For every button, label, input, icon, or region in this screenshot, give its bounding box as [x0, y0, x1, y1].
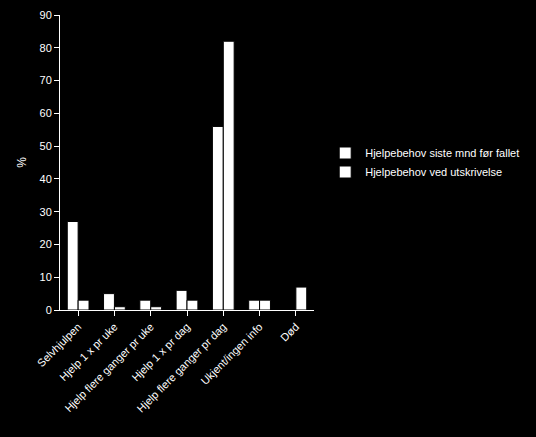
svg-text:50: 50 — [40, 140, 52, 152]
svg-text:%: % — [15, 157, 29, 168]
svg-text:60: 60 — [40, 107, 52, 119]
svg-text:80: 80 — [40, 42, 52, 54]
svg-text:Ukjent/ingen info: Ukjent/ingen info — [198, 321, 264, 387]
svg-text:Hjelp 1 x pr uke: Hjelp 1 x pr uke — [57, 321, 120, 384]
svg-text:10: 10 — [40, 271, 52, 283]
svg-text:Hjelp flere ganger pr dag: Hjelp flere ganger pr dag — [134, 321, 228, 415]
svg-text:Hjelp 1 x pr dag: Hjelp 1 x pr dag — [129, 321, 192, 384]
svg-text:20: 20 — [40, 238, 52, 250]
svg-text:Hjelpebehov ved utskrivelse: Hjelpebehov ved utskrivelse — [365, 166, 502, 178]
svg-text:30: 30 — [40, 206, 52, 218]
svg-text:Hjelp flere ganger pr uke: Hjelp flere ganger pr uke — [62, 321, 156, 415]
svg-text:Hjelpebehov siste mnd før fall: Hjelpebehov siste mnd før fallet — [365, 147, 519, 159]
svg-text:Død: Død — [278, 321, 301, 344]
svg-text:90: 90 — [40, 9, 52, 21]
svg-text:70: 70 — [40, 74, 52, 86]
svg-text:40: 40 — [40, 173, 52, 185]
svg-text:Selvhjulpen: Selvhjulpen — [35, 321, 84, 370]
svg-text:0: 0 — [46, 304, 52, 316]
